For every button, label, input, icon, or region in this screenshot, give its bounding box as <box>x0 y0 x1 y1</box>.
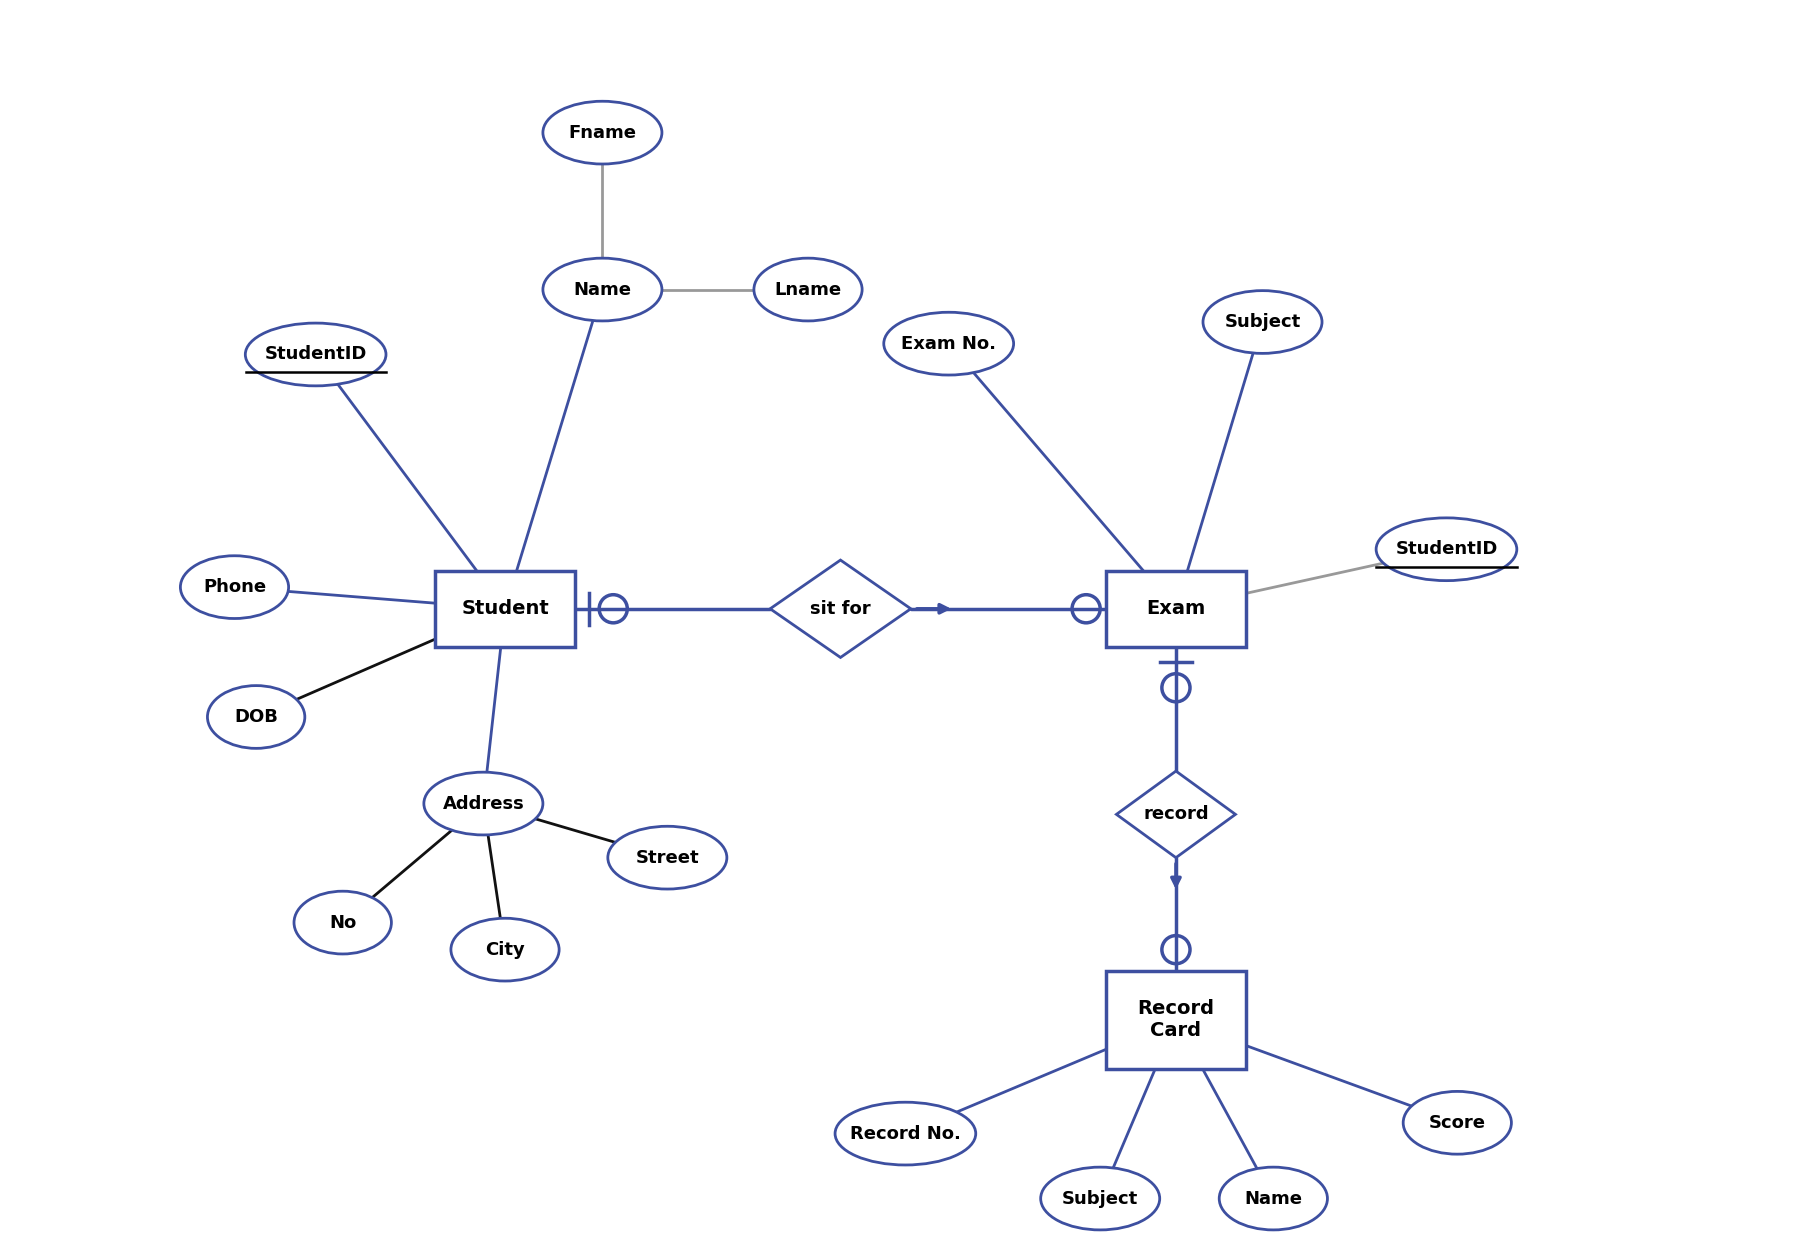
Text: Exam: Exam <box>1147 599 1206 619</box>
Ellipse shape <box>1404 1091 1512 1154</box>
Ellipse shape <box>1219 1168 1327 1230</box>
Ellipse shape <box>1202 290 1321 354</box>
Text: Record
Card: Record Card <box>1138 1000 1215 1040</box>
Ellipse shape <box>544 101 662 164</box>
Polygon shape <box>770 560 911 658</box>
Ellipse shape <box>245 322 385 386</box>
Bar <box>1105 571 1246 646</box>
Ellipse shape <box>423 772 544 835</box>
Text: Name: Name <box>574 280 632 299</box>
Text: sit for: sit for <box>810 600 871 618</box>
Ellipse shape <box>835 1102 976 1165</box>
Ellipse shape <box>1040 1168 1159 1230</box>
Text: record: record <box>1143 805 1210 824</box>
Ellipse shape <box>544 259 662 321</box>
Ellipse shape <box>608 826 727 889</box>
Text: Exam No.: Exam No. <box>902 335 995 352</box>
Bar <box>434 571 576 646</box>
Ellipse shape <box>207 685 304 749</box>
Polygon shape <box>1116 771 1235 858</box>
Text: DOB: DOB <box>234 707 277 726</box>
Text: No: No <box>329 914 356 931</box>
Text: Record No.: Record No. <box>850 1125 961 1142</box>
Bar <box>1105 971 1246 1069</box>
Ellipse shape <box>452 919 560 981</box>
Text: Fname: Fname <box>569 124 637 141</box>
Ellipse shape <box>293 891 391 954</box>
Text: StudentID: StudentID <box>1395 540 1498 559</box>
Ellipse shape <box>180 556 288 619</box>
Text: Name: Name <box>1244 1190 1303 1208</box>
Text: Street: Street <box>635 849 698 866</box>
Text: Subject: Subject <box>1062 1190 1138 1208</box>
Text: Subject: Subject <box>1224 312 1301 331</box>
Text: Score: Score <box>1429 1114 1485 1131</box>
Text: Phone: Phone <box>203 579 266 596</box>
Text: Address: Address <box>443 795 524 812</box>
Ellipse shape <box>884 312 1013 375</box>
Text: Student: Student <box>461 599 549 619</box>
Text: City: City <box>486 941 526 959</box>
Text: StudentID: StudentID <box>265 345 367 364</box>
Text: Lname: Lname <box>774 280 842 299</box>
Ellipse shape <box>1377 518 1517 581</box>
Ellipse shape <box>754 259 862 321</box>
